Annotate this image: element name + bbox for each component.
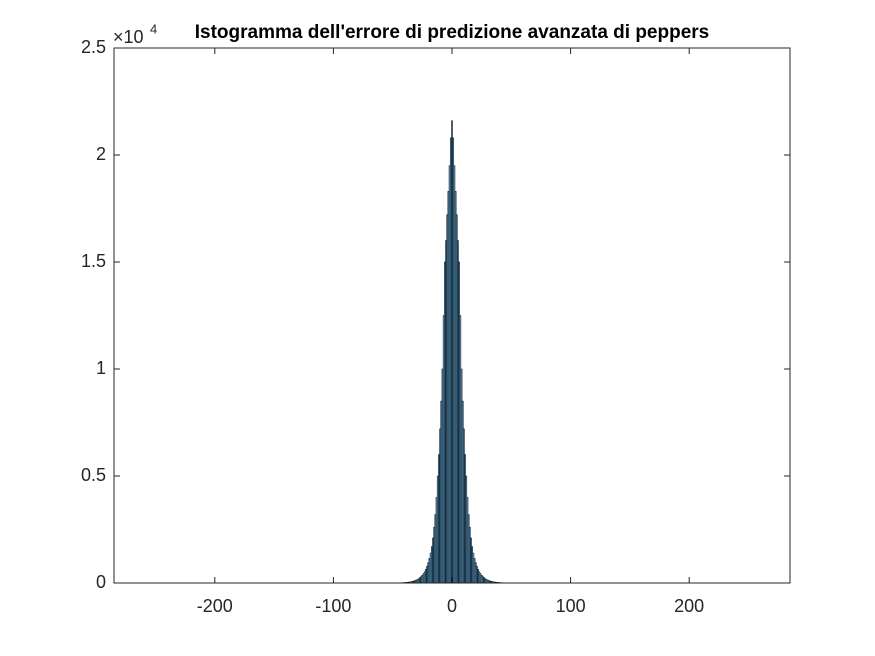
- y-tick-label: 0.5: [81, 465, 106, 485]
- x-tick-label: -100: [315, 596, 351, 616]
- y-tick-label: 2: [96, 144, 106, 164]
- x-tick-label: 100: [556, 596, 586, 616]
- x-tick-label: 0: [447, 596, 457, 616]
- y-exponent: 4: [150, 21, 157, 36]
- x-tick-label: -200: [197, 596, 233, 616]
- y-tick-label: 1.5: [81, 251, 106, 271]
- y-tick-label: 2.5: [81, 37, 106, 57]
- y-exponent-base: ×10: [113, 27, 144, 47]
- x-tick-label: 200: [674, 596, 704, 616]
- y-tick-label: 0: [96, 572, 106, 592]
- y-tick-label: 1: [96, 358, 106, 378]
- chart-title: Istogramma dell'errore di predizione ava…: [195, 22, 710, 43]
